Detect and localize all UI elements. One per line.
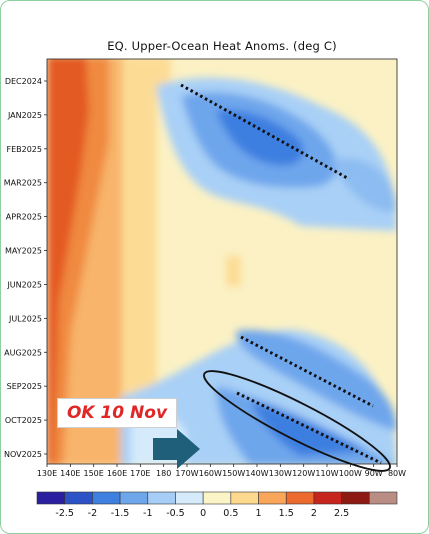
- x-tick-label: 150W: [222, 469, 245, 478]
- y-tick-label: MAR2025: [4, 179, 42, 188]
- date-annotation-box: OK 10 Nov: [57, 398, 177, 428]
- x-tick-label: 80W: [388, 469, 406, 478]
- y-tick-label: NOV2025: [4, 450, 42, 459]
- trend-lines: [180, 83, 382, 465]
- colorbar-swatch: [202, 491, 232, 505]
- x-tick-label: 170E: [130, 469, 150, 478]
- y-tick-label: FEB2025: [6, 145, 42, 154]
- y-tick-label: SEP2025: [7, 382, 42, 391]
- colorbar-swatch: [119, 491, 149, 505]
- x-tick-label: 140W: [245, 469, 268, 478]
- colorbar-swatch: [313, 491, 342, 505]
- x-tick-label: 90W: [365, 469, 383, 478]
- colorbar: -2.5 -2 -1.5 -1 -0.5 0 0.5 1 1.5 2 2.5: [36, 491, 398, 519]
- y-tick-label: APR2025: [6, 213, 42, 222]
- colorbar-tick-label: 0: [200, 508, 206, 519]
- x-tick-label: 150E: [84, 469, 104, 478]
- colorbar-tick-label: -1: [143, 508, 152, 519]
- colorbar-swatch: [92, 491, 121, 505]
- colorbar-swatch: [147, 491, 176, 505]
- x-tick-label: 110W: [315, 469, 338, 478]
- colorbar-tick-label: 0.5: [223, 508, 238, 519]
- x-tick-label: 170W: [175, 469, 198, 478]
- y-tick-label: MAY2025: [5, 247, 42, 256]
- y-tick-label: OCT2025: [5, 416, 42, 425]
- trend-line-lower: [236, 391, 382, 465]
- colorbar-tick-label: -2: [88, 508, 97, 519]
- colorbar-swatch: [230, 491, 259, 505]
- colorbar-swatch: [175, 491, 204, 505]
- arrow-right-icon: [153, 429, 200, 469]
- colorbar-tick-label: -2.5: [55, 508, 74, 519]
- colorbar-tick-label: -0.5: [166, 508, 185, 519]
- colorbar-tick-label: -1.5: [111, 508, 130, 519]
- y-tick-label: JAN2025: [7, 111, 42, 120]
- x-tick-label: 160W: [199, 469, 222, 478]
- y-tick-label: DEC2024: [5, 77, 42, 86]
- colorbar-tick-label: 2.5: [334, 508, 349, 519]
- y-tick-label: JUN2025: [6, 280, 42, 289]
- colorbar-swatch: [285, 491, 315, 505]
- colorbar-swatch: [369, 491, 398, 505]
- x-tick-label: 100W: [339, 469, 362, 478]
- x-tick-label: 180: [156, 469, 171, 478]
- x-axis: 130E 140E 150E 160E 170E 180 170W 160W 150W 140W 1…: [37, 464, 406, 478]
- highlight-ellipse: [203, 370, 391, 472]
- chart-title: EQ. Upper-Ocean Heat Anoms. (deg C): [107, 39, 337, 53]
- x-tick-label: 120W: [292, 469, 315, 478]
- trend-line-upper: [180, 83, 350, 181]
- colorbar-tick-label: 2: [311, 508, 317, 519]
- x-tick-label: 130W: [269, 469, 292, 478]
- colorbar-tick-label: 1: [256, 508, 262, 519]
- colorbar-swatch: [341, 491, 370, 505]
- y-axis: DEC2024 JAN2025 FEB2025 MAR2025 APR2025 MAY20…: [4, 77, 47, 459]
- x-tick-label: 140E: [60, 469, 80, 478]
- colorbar-tick-label: 1.5: [279, 508, 294, 519]
- x-tick-label: 160E: [107, 469, 127, 478]
- y-tick-label: AUG2025: [4, 348, 42, 357]
- colorbar-swatch: [258, 491, 287, 505]
- colorbar-swatch: [64, 491, 93, 505]
- y-tick-label: JUL2025: [8, 314, 42, 323]
- colorbar-swatch: [36, 491, 65, 505]
- x-tick-label: 130E: [37, 469, 57, 478]
